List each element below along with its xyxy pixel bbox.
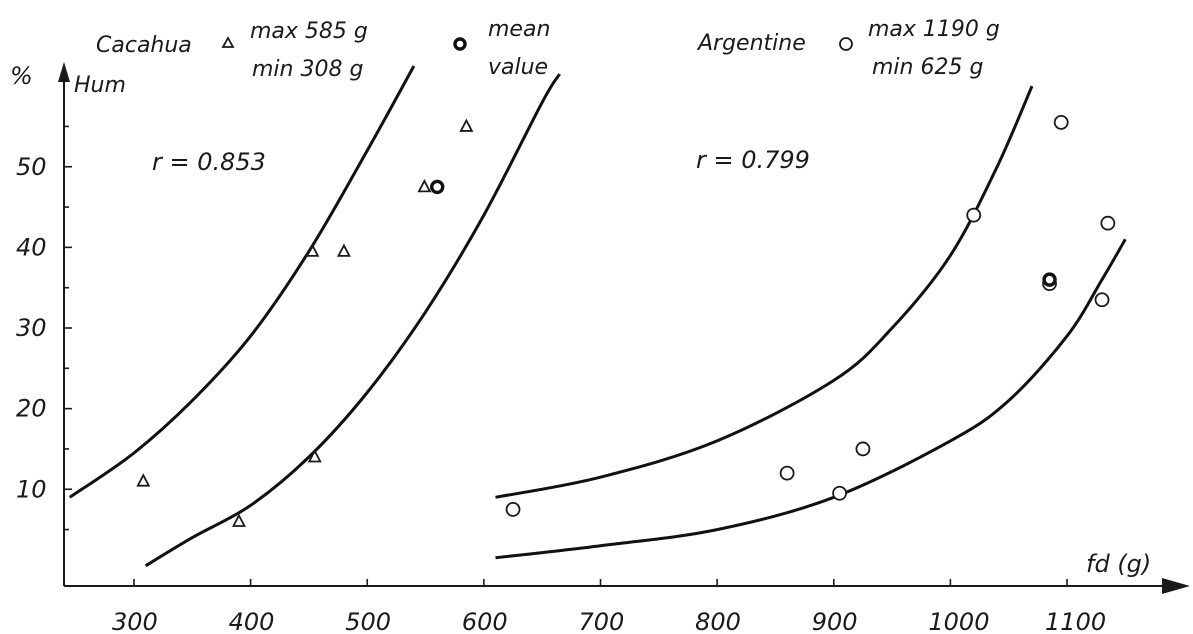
mean-value-point <box>1042 272 1057 287</box>
y-tick-label: 50 <box>16 153 47 181</box>
x-tick-marks: 300 400 500 600 700 800 900 1000 1100 <box>112 579 1106 634</box>
bound-curve-cacahua-lower <box>144 73 561 568</box>
data-point-circle <box>832 485 847 501</box>
legend-cacahua-max: max 585 g <box>250 19 368 44</box>
data-point-circle <box>1100 215 1116 231</box>
data-point-triangle <box>417 178 432 193</box>
data-point-triangle <box>459 118 474 132</box>
x-tick-label: 1000 <box>928 608 989 634</box>
y-axis-arrow <box>58 62 70 82</box>
data-point-triangle <box>336 243 351 257</box>
axes <box>58 62 1190 594</box>
bound-curve-cacahua-upper <box>68 65 416 499</box>
legend-triangle-icon <box>221 36 235 48</box>
x-axis-label: fd (g) <box>1086 550 1151 578</box>
data-point-circle <box>1053 115 1069 130</box>
r-label-cacahua: r = 0.853 <box>152 148 266 176</box>
y-tick-marks: 10 20 30 40 50 <box>16 125 72 531</box>
x-tick-label: 300 <box>112 608 158 634</box>
legend-mean-line1: mean <box>488 17 550 42</box>
x-tick-label: 400 <box>229 608 275 634</box>
x-tick-label: 500 <box>345 608 391 634</box>
data-point-triangle <box>136 473 151 487</box>
data-point-circle <box>505 502 521 517</box>
legend-argentine-max: max 1190 g <box>868 17 1000 42</box>
bound-curve-argentine-upper <box>495 85 1034 499</box>
x-tick-label: 700 <box>579 608 625 634</box>
data-point-triangle <box>307 449 322 463</box>
data-point-circle <box>1094 292 1110 308</box>
legend-circle-icon <box>839 37 853 51</box>
x-tick-label: 900 <box>812 608 858 634</box>
y-unit-label: % <box>10 62 33 90</box>
legend-argentine-name: Argentine <box>696 31 806 56</box>
legend-mean-icon <box>453 37 467 51</box>
r-label-argentine: r = 0.799 <box>696 146 810 174</box>
legend-mean-line2: value <box>488 55 548 80</box>
y-tick-label: 20 <box>16 395 47 423</box>
x-tick-label: 800 <box>695 608 741 634</box>
x-axis-arrow <box>1162 578 1190 594</box>
y-axis-label: Hum <box>74 73 126 98</box>
x-tick-label: 600 <box>462 608 508 634</box>
data-point-circle <box>966 207 982 223</box>
data-points <box>136 115 1116 527</box>
data-point-circle <box>855 441 871 457</box>
data-point-circle <box>779 465 795 481</box>
x-tick-label: 1100 <box>1045 608 1106 634</box>
y-tick-label: 10 <box>16 475 47 503</box>
data-point-triangle <box>231 513 246 527</box>
mean-value-point <box>430 179 445 195</box>
y-tick-label: 30 <box>16 314 47 342</box>
plot-bounds-curves <box>68 65 1127 568</box>
legend-argentine-min: min 625 g <box>872 55 983 80</box>
data-point-triangle <box>305 243 320 257</box>
y-tick-label: 40 <box>16 233 47 261</box>
bound-curve-argentine-lower <box>495 238 1127 560</box>
legend-cacahua-name: Cacahua <box>96 33 192 58</box>
legend-cacahua-min: min 308 g <box>252 57 363 82</box>
